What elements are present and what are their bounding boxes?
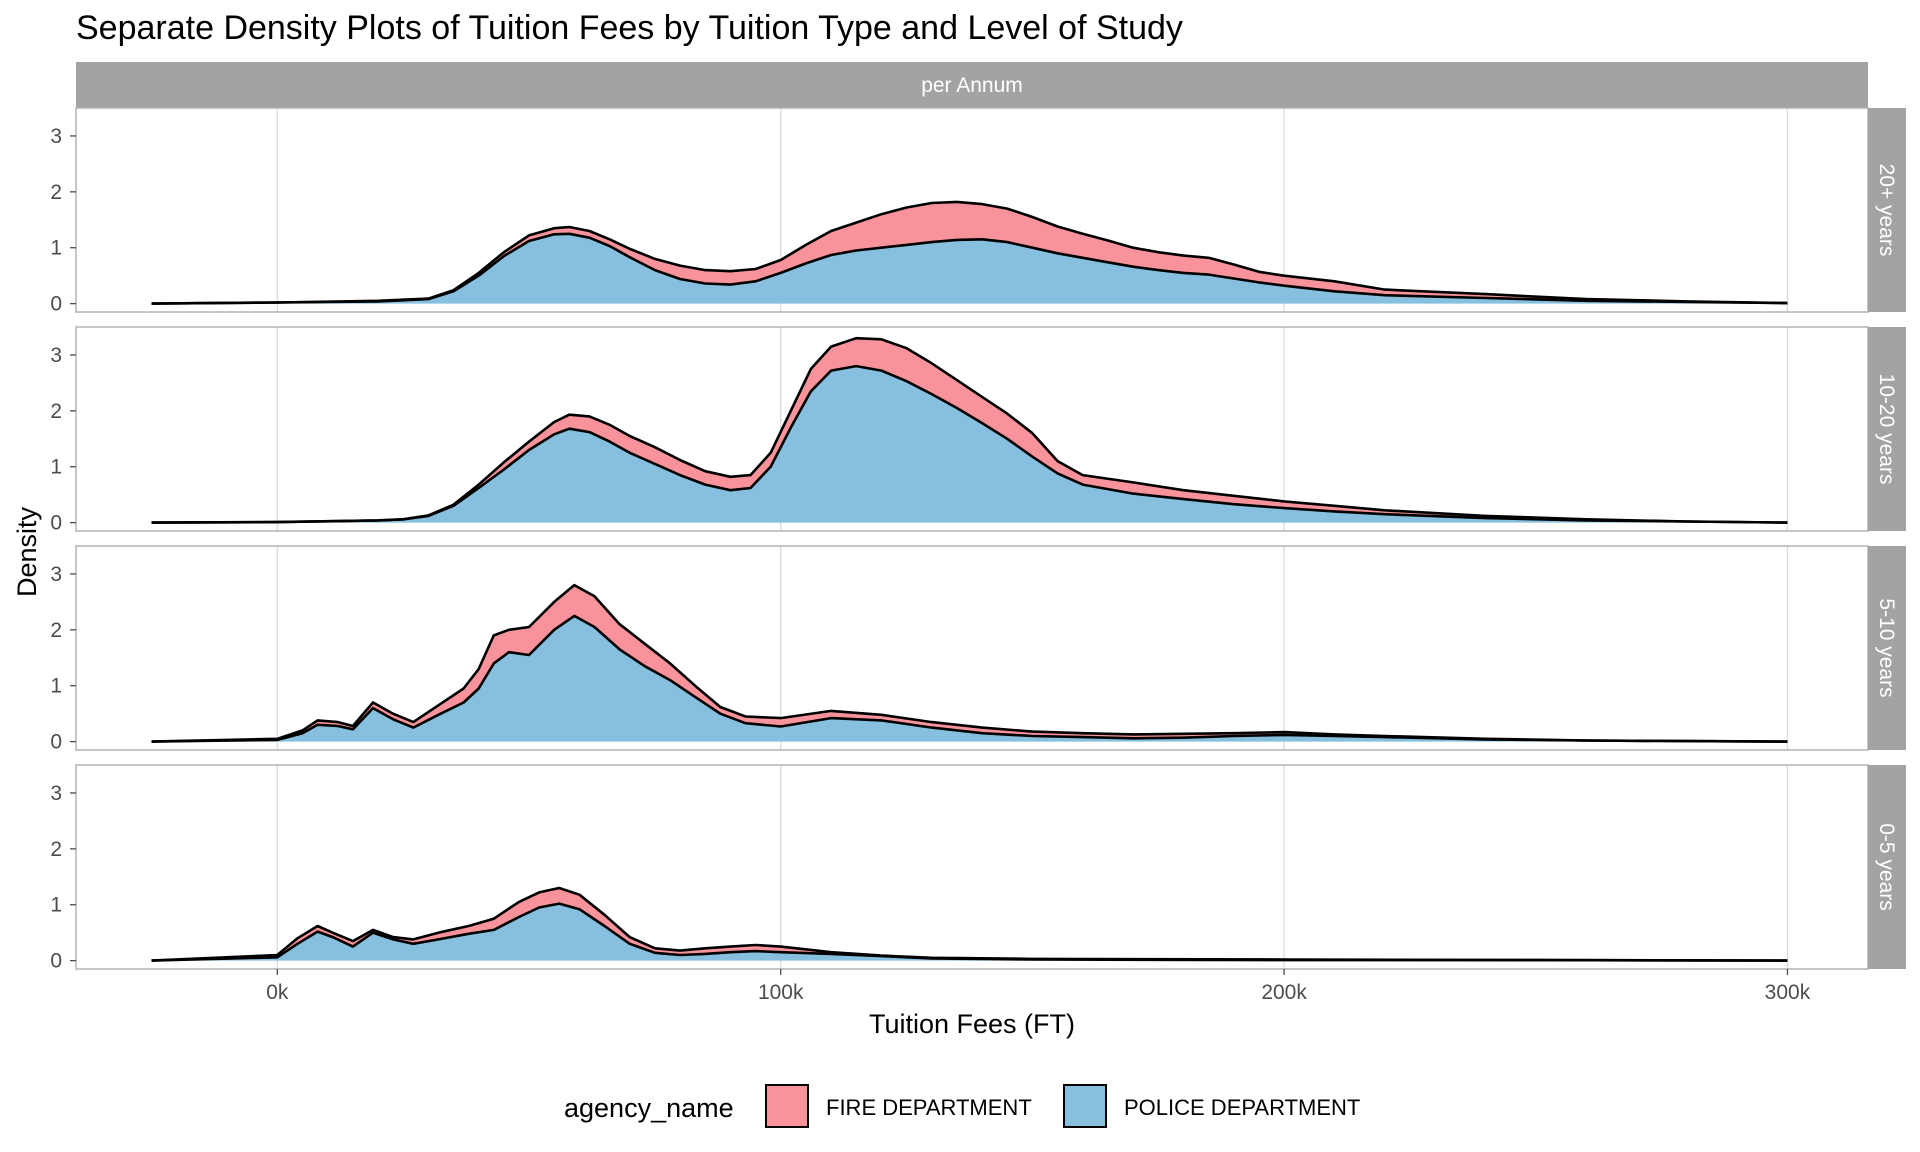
facet-panel: 0 1 2 3 20+ years bbox=[50, 107, 1906, 316]
y-tick-label: 2 bbox=[50, 838, 62, 861]
x-axis: 0k 100k 200k 300k bbox=[266, 969, 1811, 1004]
y-tick-label: 3 bbox=[50, 125, 62, 148]
facet-panels: per Annum 0 1 2 3 20+ years 0 1 2 3 10-20 years 0 1 2… bbox=[50, 62, 1906, 973]
police-density-area bbox=[151, 615, 1788, 742]
y-tick-label: 3 bbox=[50, 563, 62, 586]
y-tick-label: 3 bbox=[50, 344, 62, 367]
panel-background bbox=[76, 546, 1868, 750]
fire-density-line bbox=[151, 583, 1788, 743]
fire-density-line bbox=[151, 336, 1788, 524]
x-axis-title: Tuition Fees (FT) bbox=[869, 1009, 1075, 1039]
legend-title: agency_name bbox=[564, 1093, 734, 1123]
column-strip-label: per Annum bbox=[921, 74, 1023, 97]
y-tick-label: 1 bbox=[50, 675, 62, 698]
police-density-line bbox=[151, 232, 1788, 305]
legend-label-police: POLICE DEPARTMENT bbox=[1124, 1095, 1360, 1120]
police-density-line bbox=[151, 614, 1788, 743]
y-tick-label: 3 bbox=[50, 782, 62, 805]
column-strip-bg bbox=[76, 62, 1868, 108]
row-strip bbox=[1868, 765, 1906, 969]
y-tick-label: 2 bbox=[50, 400, 62, 423]
y-tick-label: 2 bbox=[50, 619, 62, 642]
row-strip-label: 5-10 years bbox=[1875, 598, 1898, 697]
row-strip bbox=[1868, 327, 1906, 531]
y-tick-label: 1 bbox=[50, 894, 62, 917]
row-strip bbox=[1868, 108, 1906, 312]
row-strip-label: 10-20 years bbox=[1875, 374, 1898, 485]
legend-label-fire: FIRE DEPARTMENT bbox=[826, 1095, 1032, 1120]
police-density-area bbox=[151, 366, 1788, 523]
police-density-area bbox=[151, 233, 1788, 304]
chart-title: Separate Density Plots of Tuition Fees b… bbox=[76, 9, 1183, 47]
y-tick-label: 0 bbox=[50, 731, 62, 754]
fire-density-line bbox=[151, 200, 1788, 305]
column-strip: per Annum bbox=[76, 62, 1868, 108]
fire-density-area bbox=[151, 201, 1788, 304]
police-density-area bbox=[151, 903, 1788, 961]
y-tick-label: 1 bbox=[50, 237, 62, 260]
x-tick-label: 0k bbox=[266, 981, 289, 1004]
y-axis-title: Density bbox=[12, 506, 42, 597]
row-strip-label: 0-5 years bbox=[1875, 823, 1898, 911]
legend: agency_name FIRE DEPARTMENT POLICE DEPAR… bbox=[564, 1084, 1360, 1128]
fire-density-line bbox=[151, 886, 1788, 962]
facet-panel: 0 1 2 3 10-20 years bbox=[50, 326, 1906, 535]
row-strip bbox=[1868, 546, 1906, 750]
y-tick-label: 0 bbox=[50, 950, 62, 973]
facet-panel: 0 1 2 3 0-5 years bbox=[50, 764, 1906, 973]
x-tick-label: 200k bbox=[1261, 981, 1307, 1004]
y-tick-label: 0 bbox=[50, 293, 62, 316]
y-tick-label: 1 bbox=[50, 456, 62, 479]
row-strip-label: 20+ years bbox=[1875, 164, 1898, 257]
facet-panel: 0 1 2 3 5-10 years bbox=[50, 545, 1906, 754]
legend-swatch-fire[interactable] bbox=[765, 1084, 809, 1128]
x-tick-label: 100k bbox=[758, 981, 804, 1004]
x-tick-label: 300k bbox=[1765, 981, 1811, 1004]
y-tick-label: 0 bbox=[50, 512, 62, 535]
legend-swatch-police[interactable] bbox=[1063, 1084, 1107, 1128]
police-density-line bbox=[151, 364, 1788, 524]
y-tick-label: 2 bbox=[50, 181, 62, 204]
